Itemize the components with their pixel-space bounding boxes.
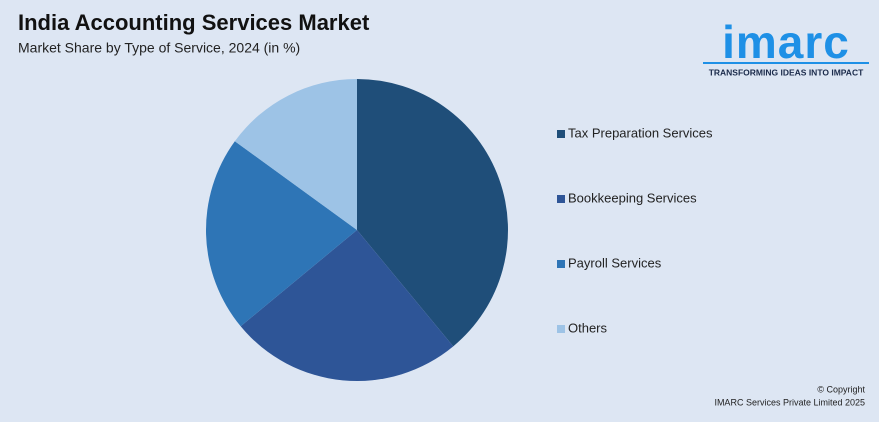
pie-slice xyxy=(206,141,357,327)
legend-label: Bookkeeping Services xyxy=(568,190,697,205)
company: IMARC Services Private Limited 2025 xyxy=(714,397,865,407)
legend-label: Payroll Services xyxy=(568,255,662,270)
pie-slice xyxy=(234,79,357,230)
legend-label: Others xyxy=(568,320,608,335)
legend-swatch xyxy=(557,325,565,333)
legend-swatch xyxy=(557,260,565,268)
legend-swatch xyxy=(557,130,565,138)
pie-slice xyxy=(240,230,454,382)
legend-swatch xyxy=(557,195,565,203)
pie-slice xyxy=(357,79,508,347)
chart-title: India Accounting Services Market xyxy=(18,10,370,35)
copyright: © Copyright xyxy=(817,384,865,394)
logo-tagline: TRANSFORMING IDEAS INTO IMPACT xyxy=(709,67,864,77)
chart-subtitle: Market Share by Type of Service, 2024 (i… xyxy=(18,40,300,56)
logo-name: imarc xyxy=(722,16,850,68)
logo-rule xyxy=(703,62,869,64)
legend-label: Tax Preparation Services xyxy=(568,125,713,140)
